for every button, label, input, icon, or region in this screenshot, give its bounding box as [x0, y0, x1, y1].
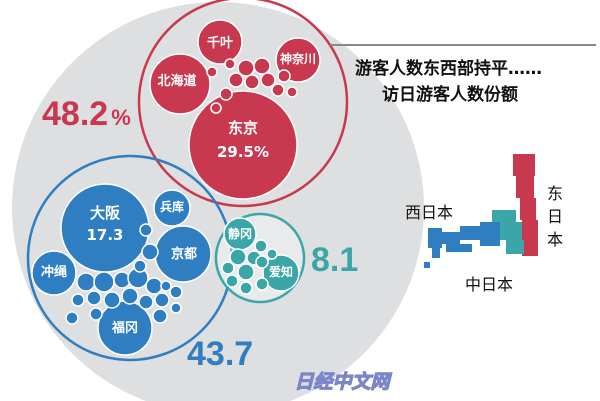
- chart-title-line-1: 游客人数东西部持平……: [355, 58, 542, 79]
- bubble-label-kyoto: 京都: [171, 246, 197, 262]
- bubble-label-shizuoka: 静冈: [228, 226, 252, 241]
- west-total-value: 43.7: [187, 335, 253, 373]
- watermark: 日经中文网: [294, 371, 392, 393]
- bubble-label-aichi: 爱知: [269, 264, 293, 279]
- map-label-east-1: 东: [547, 184, 563, 203]
- bubbles-west-small-bubble-22: [139, 223, 153, 237]
- bubbles-central-small-bubble-8: [255, 277, 269, 291]
- map-label-east-2: 日: [547, 207, 563, 226]
- bubbles-west-small-bubble-23: [141, 243, 159, 261]
- bubble-label-tokyo: 东京: [228, 119, 258, 137]
- bubbles-central-small-bubble-7: [221, 261, 235, 275]
- map-central-top: [492, 210, 516, 222]
- map-west-okinawa: [424, 262, 430, 268]
- bubble-label-hyogo: 兵库: [160, 199, 184, 214]
- map-label-central: 中日本: [465, 275, 513, 294]
- central-bubbles: [221, 217, 300, 295]
- east-group-ring: [137, 0, 349, 208]
- bubbles-east-small-bubble-7: [244, 74, 260, 90]
- map-east-mid: [520, 198, 536, 220]
- bubbles-east-small-bubble-15: [206, 66, 218, 78]
- bubbles-east-small-bubble-11: [224, 58, 236, 70]
- bubbles-east-small-bubble-5: [253, 57, 271, 75]
- map-west-south: [432, 248, 440, 258]
- bubble-label-osaka: 大阪: [90, 204, 121, 222]
- bubbles-west-small-bubble-13: [138, 294, 154, 310]
- bubble-chiba: [197, 19, 243, 65]
- bubbles-east-small-bubble-12: [271, 83, 285, 97]
- bubbles-west-small-bubble-24: [133, 259, 147, 273]
- east-total-value: 48.2%: [42, 95, 131, 133]
- bubble-label-hokkaido: 北海道: [157, 73, 196, 89]
- bubbles-central-small-bubble-10: [225, 274, 239, 288]
- bubbles-east-small-bubble-4: [237, 59, 255, 77]
- map-label-west: 西日本: [405, 203, 453, 222]
- bubble-label-kanagawa: 神奈川: [280, 51, 316, 66]
- map-central-mid: [500, 222, 522, 240]
- bubbles-west-small-bubble-5: [76, 272, 96, 292]
- bubbles-east-small-bubble-9: [219, 87, 233, 101]
- bubbles-east-small-bubble-6: [228, 72, 244, 88]
- bubbles-west-small-bubble-18: [65, 311, 79, 325]
- bubbles-east-small-bubble-10: [277, 69, 291, 83]
- map-central-bottom: [506, 240, 524, 254]
- bubble-okinawa: [31, 250, 77, 296]
- bubbles-central-small-bubble-4: [237, 263, 255, 281]
- bubbles-west-small-bubble-15: [71, 293, 85, 307]
- bubbles-west-small-bubble-19: [89, 307, 103, 321]
- bubble-hokkaido: [149, 53, 211, 115]
- chart-title-line-2: 访日游客人数份额: [382, 84, 518, 105]
- bubbles-east-small-bubble-13: [210, 102, 222, 114]
- map-east-upper: [516, 176, 534, 198]
- bubbles-west-small-bubble-20: [152, 308, 168, 324]
- central-total-value: 8.1: [311, 241, 358, 279]
- map-west-shikoku: [446, 244, 472, 252]
- bubble-label-chiba: 千叶: [207, 35, 233, 51]
- west-bubbles: [31, 183, 212, 356]
- map-east-lower: [522, 220, 538, 256]
- east-bubbles: [149, 19, 321, 200]
- bubble-label-fukuoka: 福冈: [111, 320, 138, 336]
- bubbles-central-small-bubble-6: [255, 255, 269, 269]
- map-west-kinki: [460, 226, 480, 240]
- bubbles-west-small-bubble-16: [160, 280, 172, 292]
- bubbles-central-small-bubble-5: [254, 239, 268, 253]
- bubbles-west-small-bubble-11: [103, 291, 121, 309]
- bubble-value-tokyo: 29.5%: [217, 143, 269, 161]
- map-east-north: [513, 154, 535, 176]
- bubbles-west-small-bubble-14: [154, 292, 170, 308]
- bubble-hyogo: [153, 189, 191, 227]
- bubble-label-okinawa: 冲绳: [41, 264, 67, 280]
- map-west-kyushu: [428, 228, 442, 248]
- map-west-east: [480, 222, 500, 246]
- bubbles-central-small-bubble-11: [266, 248, 278, 260]
- bubbles-west-small-bubble-10: [86, 290, 102, 306]
- bubbles-east-small-bubble-14: [286, 86, 298, 98]
- map-west-chugoku: [442, 232, 460, 244]
- bubble-tokyo: [188, 90, 298, 200]
- bubbles-west-small-bubble-21: [170, 302, 182, 314]
- bubbles-west-small-bubble-6: [93, 271, 115, 293]
- bubbles-east-small-bubble-8: [260, 72, 276, 88]
- bubbles-west-small-bubble-17: [169, 285, 183, 299]
- bubbles-central-small-bubble-2: [229, 248, 247, 266]
- bubbles-central-small-bubble-9: [239, 281, 253, 295]
- bubbles-west-small-bubble-9: [145, 277, 163, 295]
- bubble-value-osaka: 17.3: [86, 226, 123, 244]
- bubble-aichi: [262, 254, 300, 292]
- japan-map: [424, 154, 538, 268]
- bubbles-west-small-bubble-12: [121, 287, 139, 305]
- map-label-east-3: 本: [547, 230, 563, 249]
